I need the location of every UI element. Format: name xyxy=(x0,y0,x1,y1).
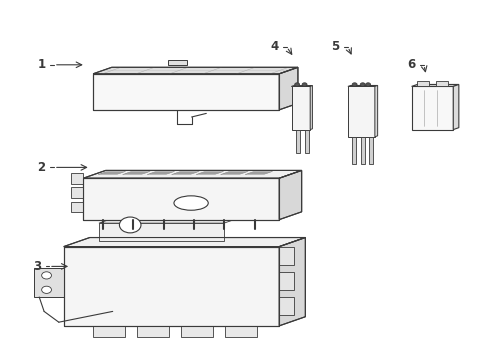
Polygon shape xyxy=(178,171,199,172)
Polygon shape xyxy=(436,81,448,86)
Polygon shape xyxy=(279,297,294,315)
Polygon shape xyxy=(99,223,224,241)
Polygon shape xyxy=(64,238,305,247)
Polygon shape xyxy=(369,137,373,164)
Text: 5: 5 xyxy=(332,40,340,53)
Polygon shape xyxy=(252,171,272,172)
Polygon shape xyxy=(279,238,305,326)
Polygon shape xyxy=(83,170,302,178)
Polygon shape xyxy=(412,86,453,130)
Circle shape xyxy=(302,83,307,86)
Ellipse shape xyxy=(174,196,208,210)
Text: 4: 4 xyxy=(270,40,278,53)
Polygon shape xyxy=(247,173,268,174)
Polygon shape xyxy=(279,272,294,290)
Polygon shape xyxy=(103,172,123,173)
Polygon shape xyxy=(98,174,119,175)
Polygon shape xyxy=(453,85,459,130)
Text: 3: 3 xyxy=(33,260,41,273)
Polygon shape xyxy=(279,247,294,265)
Polygon shape xyxy=(154,171,174,172)
Polygon shape xyxy=(361,137,365,164)
Polygon shape xyxy=(125,173,146,174)
Polygon shape xyxy=(93,74,279,110)
Polygon shape xyxy=(220,174,241,175)
Circle shape xyxy=(352,83,357,86)
Polygon shape xyxy=(71,187,83,198)
Circle shape xyxy=(120,217,141,233)
Polygon shape xyxy=(64,247,279,326)
Polygon shape xyxy=(198,173,219,174)
Polygon shape xyxy=(203,171,223,172)
Polygon shape xyxy=(227,171,248,172)
Polygon shape xyxy=(196,174,217,175)
Polygon shape xyxy=(225,326,257,337)
Polygon shape xyxy=(99,221,231,223)
Circle shape xyxy=(366,83,370,86)
Polygon shape xyxy=(129,171,150,172)
Polygon shape xyxy=(147,174,168,175)
Polygon shape xyxy=(34,268,64,297)
Polygon shape xyxy=(279,170,302,220)
Text: 6: 6 xyxy=(408,58,416,71)
Polygon shape xyxy=(105,171,125,172)
Polygon shape xyxy=(83,178,279,220)
Polygon shape xyxy=(152,172,172,173)
Polygon shape xyxy=(93,326,125,337)
Polygon shape xyxy=(71,173,83,184)
Circle shape xyxy=(42,272,51,279)
Polygon shape xyxy=(310,86,313,130)
Polygon shape xyxy=(348,85,378,86)
Polygon shape xyxy=(249,172,270,173)
Polygon shape xyxy=(122,174,143,175)
Polygon shape xyxy=(168,60,187,65)
Polygon shape xyxy=(137,326,169,337)
Polygon shape xyxy=(352,137,356,164)
Circle shape xyxy=(42,286,51,293)
Polygon shape xyxy=(223,173,244,174)
Polygon shape xyxy=(127,172,148,173)
Polygon shape xyxy=(172,174,192,175)
Circle shape xyxy=(360,83,365,86)
Circle shape xyxy=(294,83,299,86)
Polygon shape xyxy=(292,86,310,130)
Polygon shape xyxy=(245,174,266,175)
Text: 2: 2 xyxy=(38,161,46,174)
Polygon shape xyxy=(176,172,197,173)
Polygon shape xyxy=(149,173,170,174)
Polygon shape xyxy=(174,173,195,174)
Polygon shape xyxy=(348,86,375,137)
Polygon shape xyxy=(93,67,298,74)
Polygon shape xyxy=(416,81,429,86)
Polygon shape xyxy=(375,85,378,137)
Text: 1: 1 xyxy=(38,58,46,71)
Polygon shape xyxy=(296,130,300,153)
Polygon shape xyxy=(181,326,213,337)
Polygon shape xyxy=(305,130,309,153)
Polygon shape xyxy=(225,172,246,173)
Polygon shape xyxy=(71,202,83,212)
Polygon shape xyxy=(100,173,121,174)
Polygon shape xyxy=(279,67,298,110)
Polygon shape xyxy=(412,85,459,86)
Polygon shape xyxy=(201,172,221,173)
